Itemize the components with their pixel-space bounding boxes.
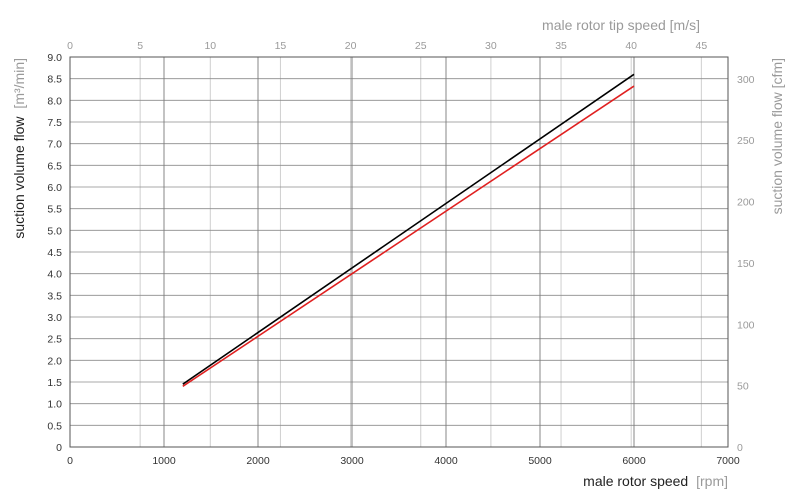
y-tick-label: 6.5 bbox=[47, 160, 62, 172]
y-tick-label: 3.0 bbox=[47, 312, 62, 324]
y-tick-label: 0 bbox=[56, 442, 62, 454]
x-tick-labels: 0 1000 2000 3000 4000 5000 6000 7000 bbox=[67, 455, 740, 467]
x2-axis-title: male rotor tip speed [m/s] bbox=[542, 17, 700, 33]
series-line bbox=[182, 85, 635, 387]
x2-tick-label: 10 bbox=[204, 40, 216, 52]
y-tick-label: 2.0 bbox=[47, 355, 62, 367]
y-tick-label: 8.5 bbox=[47, 74, 62, 86]
x2-tick-label: 20 bbox=[345, 40, 357, 52]
x-tick-label: 5000 bbox=[528, 455, 552, 467]
x2-tick-label: 40 bbox=[625, 40, 637, 52]
x2-tick-label: 5 bbox=[137, 40, 143, 52]
y-tick-label: 1.5 bbox=[47, 377, 62, 389]
y-axis-title: suction volume flow [m³/min] bbox=[11, 58, 27, 239]
x-axis-title: male rotor speed [rpm] bbox=[583, 473, 728, 489]
y2-tick-label: 250 bbox=[737, 135, 755, 147]
x-tick-label: 1000 bbox=[152, 455, 176, 467]
y-tick-label: 5.0 bbox=[47, 225, 62, 237]
x2-tick-labels: 0 5 10 15 20 25 30 35 40 45 bbox=[67, 40, 707, 52]
y-tick-label: 3.5 bbox=[47, 290, 62, 302]
x-tick-label: 7000 bbox=[716, 455, 740, 467]
y2-axis-title: suction volume flow [cfm] bbox=[769, 58, 785, 214]
y2-tick-label: 150 bbox=[737, 258, 755, 270]
y2-tick-label: 0 bbox=[737, 442, 743, 454]
x2-tick-label: 30 bbox=[485, 40, 497, 52]
y-tick-label: 6.0 bbox=[47, 182, 62, 194]
y-tick-label: 7.0 bbox=[47, 139, 62, 151]
y-tick-label: 7.5 bbox=[47, 117, 62, 129]
major-gridlines bbox=[69, 56, 729, 448]
x-tick-label: 3000 bbox=[340, 455, 364, 467]
y2-tick-label: 50 bbox=[737, 381, 749, 393]
y-axis-title-unit: [m³/min] bbox=[11, 58, 27, 109]
x2-tick-label: 0 bbox=[67, 40, 73, 52]
x2-tick-label: 25 bbox=[415, 40, 427, 52]
y-tick-label: 9.0 bbox=[47, 52, 62, 64]
y2-tick-labels: 0 50 100 150 200 250 300 bbox=[737, 74, 755, 454]
x-axis-title-unit: [rpm] bbox=[696, 473, 728, 489]
y2-tick-label: 300 bbox=[737, 74, 755, 86]
x2-tick-label: 35 bbox=[555, 40, 567, 52]
y2-tick-label: 200 bbox=[737, 197, 755, 209]
x-axis-title-text: male rotor speed bbox=[583, 473, 688, 489]
x-tick-label: 0 bbox=[67, 455, 73, 467]
y-tick-label: 4.5 bbox=[47, 247, 62, 259]
y-axis-title-text: suction volume flow bbox=[11, 116, 27, 239]
x2-tick-label: 45 bbox=[695, 40, 707, 52]
y-tick-label: 8.0 bbox=[47, 95, 62, 107]
plot-frame bbox=[69, 56, 729, 448]
y-tick-label: 1.0 bbox=[47, 399, 62, 411]
x-tick-label: 2000 bbox=[246, 455, 270, 467]
y-tick-label: 2.5 bbox=[47, 334, 62, 346]
y-tick-label: 0.5 bbox=[47, 420, 62, 432]
series-layer bbox=[182, 73, 635, 387]
y-tick-label: 4.0 bbox=[47, 269, 62, 281]
x-tick-label: 6000 bbox=[622, 455, 646, 467]
plot-border bbox=[69, 56, 729, 448]
y2-tick-label: 100 bbox=[737, 319, 755, 331]
y-tick-labels: 0 0.5 1.0 1.5 2.0 2.5 3.0 3.5 4.0 4.5 5.0 5.5 6.0 6.5… bbox=[47, 52, 62, 454]
x2-tick-label: 15 bbox=[275, 40, 287, 52]
y-tick-label: 5.5 bbox=[47, 204, 62, 216]
x-tick-label: 4000 bbox=[434, 455, 458, 467]
series-line bbox=[182, 73, 635, 385]
